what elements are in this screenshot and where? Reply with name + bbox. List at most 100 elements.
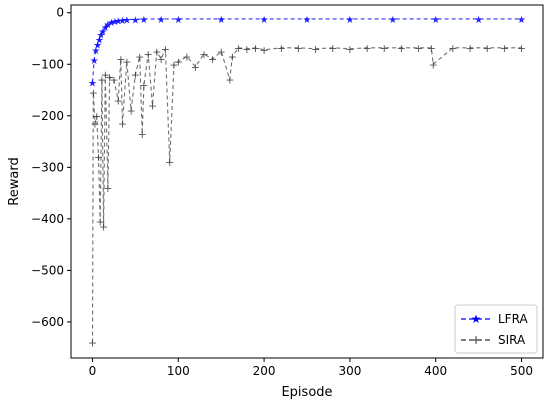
series-lfra: ★★★★★★★★★★★★★★ ★ ★ ★ ★ ★ ★ ★ ★ ★ ★ ★ ★ [88, 15, 526, 89]
data-point-sira: + [414, 42, 423, 55]
data-point-lfra: ★ [88, 78, 97, 89]
data-point-sira: + [182, 51, 191, 64]
data-point-sira: + [251, 42, 260, 55]
y-axis-title: Reward [7, 157, 22, 205]
data-point-lfra: ★ [139, 15, 148, 26]
data-point-sira: + [234, 42, 243, 55]
y-tick-label: −500 [31, 263, 64, 277]
series-line-sira [91, 47, 522, 343]
data-point-sira: + [109, 74, 118, 87]
data-point-sira: + [105, 71, 114, 84]
data-point-sira: + [294, 42, 303, 55]
data-point-sira: + [122, 56, 131, 69]
data-point-sira: + [225, 74, 234, 87]
data-point-lfra: ★ [91, 46, 100, 57]
data-point-lfra: ★ [303, 15, 312, 26]
data-point-lfra: ★ [97, 30, 106, 41]
data-point-sira: + [94, 151, 103, 164]
data-point-lfra: ★ [260, 15, 269, 26]
data-point-sira: + [131, 69, 140, 82]
data-point-lfra: ★ [131, 15, 140, 26]
data-point-lfra: ★ [90, 56, 99, 67]
data-point-sira: + [191, 61, 200, 74]
data-point-sira: + [116, 53, 125, 66]
data-point-sira: + [139, 79, 148, 92]
data-point-lfra: ★ [122, 15, 131, 26]
x-tick-label: 300 [338, 364, 361, 378]
data-point-lfra: ★ [98, 27, 107, 38]
data-point-sira: + [90, 118, 99, 131]
data-point-lfra: ★ [101, 23, 110, 34]
x-tick-label: 400 [424, 364, 447, 378]
data-point-sira: + [156, 53, 165, 66]
data-point-sira: + [465, 42, 474, 55]
data-point-sira: + [380, 42, 389, 55]
data-point-sira: + [165, 156, 174, 169]
data-point-sira: + [99, 221, 108, 234]
data-point-lfra: ★ [110, 17, 119, 28]
data-point-lfra: ★ [217, 15, 226, 26]
data-point-sira: + [328, 42, 337, 55]
data-point-sira: + [169, 58, 178, 71]
data-point-sira: + [138, 128, 147, 141]
data-point-sira: + [311, 43, 320, 56]
legend-box [454, 304, 538, 354]
data-point-sira: + [228, 51, 237, 64]
data-point-sira: + [500, 42, 509, 55]
y-tick-label: −200 [31, 109, 64, 123]
data-point-sira: + [397, 42, 406, 55]
plot-frame [70, 4, 544, 359]
y-tick-label: −600 [31, 315, 64, 329]
data-point-sira: + [114, 94, 123, 107]
legend-marker-sira: + [471, 333, 481, 347]
data-point-sira: + [118, 118, 127, 131]
data-point-lfra: ★ [517, 15, 526, 26]
data-point-sira: + [152, 45, 161, 58]
data-point-lfra: ★ [174, 15, 183, 26]
data-point-sira: + [174, 56, 183, 69]
data-point-sira: + [208, 53, 217, 66]
data-point-lfra: ★ [157, 15, 166, 26]
y-tick-label: −300 [31, 160, 64, 174]
data-point-sira: + [259, 44, 268, 57]
data-point-sira: + [97, 74, 106, 87]
legend: ★ LFRA + SIRA [454, 304, 538, 354]
data-point-sira: + [135, 51, 144, 64]
data-point-lfra: ★ [103, 20, 112, 31]
data-point-sira: + [277, 42, 286, 55]
data-point-sira: + [242, 43, 251, 56]
plot-area: +++++++++++++++++++++++++++++ +++ +++++ + + +… [88, 15, 526, 350]
data-point-lfra: ★ [431, 15, 440, 26]
data-point-lfra: ★ [345, 15, 354, 26]
data-point-sira: + [217, 45, 226, 58]
data-point-lfra: ★ [95, 36, 104, 47]
data-point-lfra: ★ [107, 18, 116, 29]
y-tick-label: −400 [31, 212, 64, 226]
data-point-sira: + [126, 105, 135, 118]
data-point-sira: + [448, 42, 457, 55]
data-point-lfra: ★ [474, 15, 483, 26]
data-point-lfra: ★ [118, 16, 127, 27]
data-point-lfra: ★ [114, 17, 123, 28]
data-point-sira: + [429, 58, 438, 71]
data-point-sira: + [92, 110, 101, 123]
data-point-sira: + [362, 42, 371, 55]
series-sira: +++++++++++++++++++++++++++++ +++ +++++ + + +… [88, 42, 526, 350]
x-axis-ticks: 0 100 200 300 400 500 [89, 358, 533, 378]
series-line-lfra [91, 18, 522, 83]
data-point-sira: + [161, 43, 170, 56]
data-point-sira: + [144, 48, 153, 61]
x-tick-label: 500 [510, 364, 533, 378]
legend-marker-lfra: ★ [471, 312, 482, 326]
y-tick-label: 0 [56, 6, 64, 20]
y-axis-ticks: 0 −100 −200 −300 −400 −500 −600 [31, 6, 71, 329]
x-tick-label: 200 [253, 364, 276, 378]
data-point-lfra: ★ [388, 15, 397, 26]
x-tick-label: 100 [167, 364, 190, 378]
data-point-sira: + [89, 87, 98, 100]
legend-label-sira: SIRA [498, 333, 526, 347]
x-axis-title: Episode [281, 385, 332, 400]
y-tick-label: −100 [31, 57, 64, 71]
data-point-sira: + [483, 42, 492, 55]
